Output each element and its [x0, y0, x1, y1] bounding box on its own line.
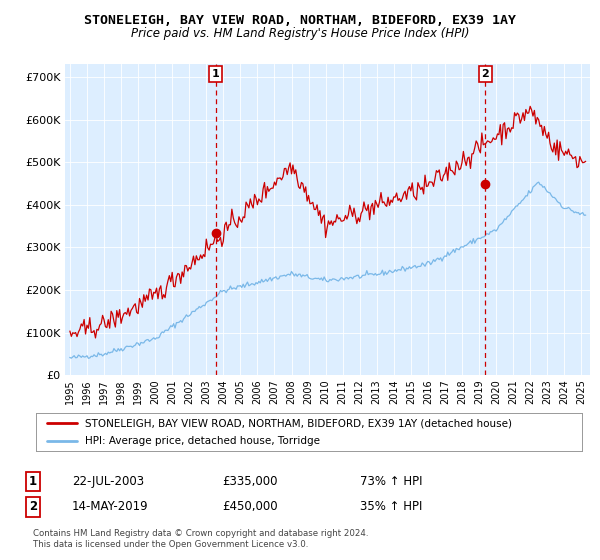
Text: STONELEIGH, BAY VIEW ROAD, NORTHAM, BIDEFORD, EX39 1AY (detached house): STONELEIGH, BAY VIEW ROAD, NORTHAM, BIDE…	[85, 418, 512, 428]
Text: 1: 1	[212, 69, 220, 79]
Text: £335,000: £335,000	[222, 475, 277, 488]
Text: Contains HM Land Registry data © Crown copyright and database right 2024.
This d: Contains HM Land Registry data © Crown c…	[33, 529, 368, 549]
Text: 2: 2	[481, 69, 489, 79]
Text: 22-JUL-2003: 22-JUL-2003	[72, 475, 144, 488]
Text: 2: 2	[29, 500, 37, 514]
Text: 73% ↑ HPI: 73% ↑ HPI	[360, 475, 422, 488]
Text: £450,000: £450,000	[222, 500, 278, 514]
Text: 35% ↑ HPI: 35% ↑ HPI	[360, 500, 422, 514]
Text: STONELEIGH, BAY VIEW ROAD, NORTHAM, BIDEFORD, EX39 1AY: STONELEIGH, BAY VIEW ROAD, NORTHAM, BIDE…	[84, 14, 516, 27]
Text: 14-MAY-2019: 14-MAY-2019	[72, 500, 149, 514]
Text: Price paid vs. HM Land Registry's House Price Index (HPI): Price paid vs. HM Land Registry's House …	[131, 27, 469, 40]
Text: HPI: Average price, detached house, Torridge: HPI: Average price, detached house, Torr…	[85, 436, 320, 446]
Text: 1: 1	[29, 475, 37, 488]
